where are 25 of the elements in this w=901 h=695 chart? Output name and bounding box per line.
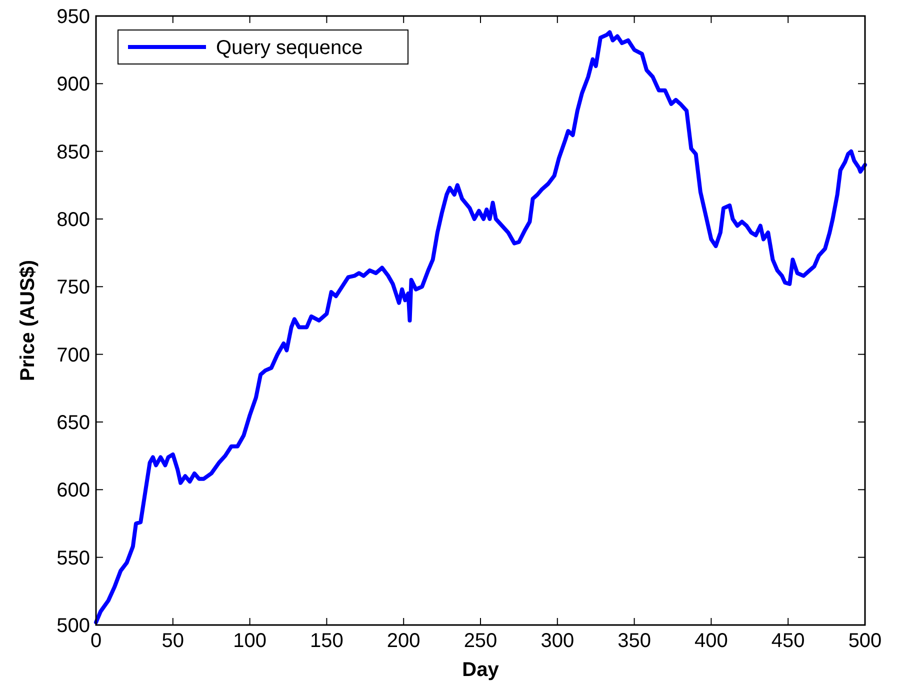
x-tick-label: 450: [771, 630, 805, 652]
line-series: [94, 30, 867, 624]
x-tick-label: 50: [162, 630, 184, 652]
x-tick-label: 0: [90, 630, 102, 652]
y-axis-title: Price (AUS$): [17, 260, 39, 382]
y-tick-label: 600: [56, 480, 90, 502]
y-tick-label: 950: [56, 6, 90, 28]
x-tick-label: 150: [310, 630, 344, 652]
x-tick-label: 500: [848, 630, 882, 652]
y-tick-label: 750: [56, 276, 90, 299]
y-tick-label: 650: [56, 412, 90, 434]
x-tick-label: 350: [618, 630, 651, 652]
y-tick-label: 500: [56, 615, 90, 637]
y-tick-label: 900: [56, 74, 90, 96]
x-tick-label: 300: [540, 630, 574, 652]
x-tick-label: 100: [233, 630, 266, 652]
legend-label: Query sequence: [216, 37, 363, 59]
x-tick-label: 250: [464, 630, 498, 652]
y-tick-label: 550: [56, 547, 90, 570]
x-axis-title: Day: [462, 659, 500, 681]
y-tick-label: 800: [56, 209, 90, 231]
y-tick-label: 850: [56, 141, 90, 164]
x-tick-label: 200: [386, 630, 420, 652]
y-tick-label: 700: [56, 344, 90, 366]
x-tick-label: 400: [694, 630, 728, 652]
